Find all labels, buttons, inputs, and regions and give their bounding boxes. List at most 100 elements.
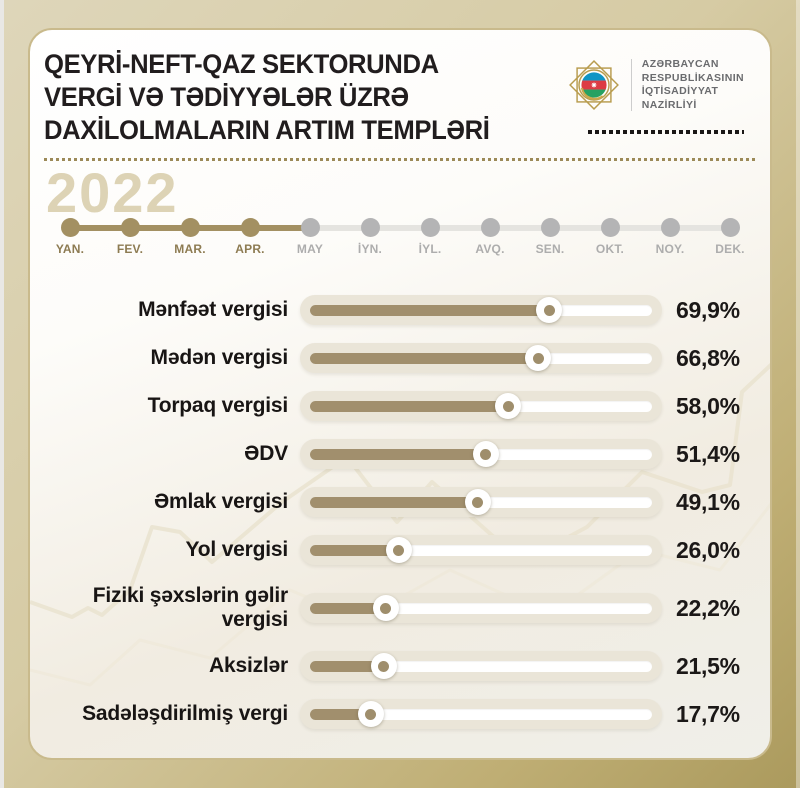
tax-slider-knob (525, 345, 552, 371)
month-label: FEV. (116, 242, 144, 256)
month-dot (300, 218, 320, 237)
month-dot (420, 218, 440, 237)
tax-slider-knob (370, 653, 397, 679)
tax-slider-rail (310, 297, 652, 323)
tax-slider-knob (372, 595, 399, 621)
timeline-month: DEK. (710, 218, 750, 256)
tax-value: 58,0% (676, 392, 740, 419)
ministry-line-4: NAZİRLİYİ (641, 98, 697, 111)
month-label: İYL. (418, 242, 442, 256)
ministry-emblem-icon (568, 60, 619, 110)
tax-slider-fill (310, 400, 509, 412)
tax-bar-list: Mənfəət vergisi 69,9% Mədən vergisi 66,8… (44, 286, 756, 738)
month-label: OKT. (595, 242, 625, 256)
header: QEYRİ-NEFT-QAZ SEKTORUNDA VERGİ VƏ TƏDİY… (44, 46, 756, 147)
tax-slider-fill (310, 304, 550, 316)
month-dot (600, 218, 620, 237)
ministry-name: AZƏRBAYCAN RESPUBLİKASININ İQTİSADİYYAT … (642, 58, 744, 112)
tax-value: 49,1% (676, 488, 740, 515)
tax-slider-rail (310, 345, 652, 371)
timeline-month: SEN. (530, 218, 570, 256)
timeline-month: İYL. (410, 218, 450, 256)
month-dot (480, 218, 500, 237)
tax-slider-knob (385, 537, 412, 563)
tax-slider (300, 343, 662, 373)
tax-row: ƏDV 51,4% (44, 430, 756, 478)
tax-slider-fill (310, 708, 371, 720)
tax-value: 17,7% (676, 700, 740, 727)
month-dot (660, 218, 680, 237)
month-dot (540, 218, 560, 237)
tax-row: Yol vergisi 26,0% (44, 526, 756, 574)
tax-slider-rail (310, 441, 652, 467)
tax-value: 66,8% (676, 344, 740, 371)
infographic-card: QEYRİ-NEFT-QAZ SEKTORUNDA VERGİ VƏ TƏDİY… (28, 28, 772, 760)
title-line-2: VERGİ VƏ TƏDİYYƏLƏR ÜZRƏ (44, 82, 409, 112)
month-dot (360, 218, 380, 237)
timeline-month: FEV. (110, 218, 150, 256)
month-label: MAY (296, 242, 324, 256)
tax-value: 21,5% (676, 652, 740, 679)
title-line-1: QEYRİ-NEFT-QAZ SEKTORUNDA (44, 49, 439, 79)
tax-label: ƏDV (244, 442, 288, 466)
page-title: QEYRİ-NEFT-QAZ SEKTORUNDA VERGİ VƏ TƏDİY… (44, 46, 513, 147)
tax-slider-rail (310, 489, 652, 515)
tax-label: Fiziki şəxslərin gəlir vergisi (92, 584, 288, 631)
tax-slider-knob (495, 393, 522, 419)
tax-slider (300, 391, 662, 421)
timeline-month: AVQ. (470, 218, 510, 256)
tax-label: Aksizlər (209, 654, 288, 678)
year-label: 2022 (46, 161, 179, 224)
tax-label: Mənfəət vergisi (138, 298, 288, 322)
timeline-month: İYN. (350, 218, 390, 256)
frame-edge-right (796, 0, 800, 788)
ministry-line-1: AZƏRBAYCAN (641, 58, 719, 70)
timeline-month: MAR. (170, 218, 210, 256)
tax-slider-knob (464, 489, 491, 515)
tax-slider (300, 651, 662, 681)
tax-row: Mədən vergisi 66,8% (44, 334, 756, 382)
month-dot (240, 218, 260, 237)
month-label: AVQ. (475, 242, 505, 256)
ministry-logo: AZƏRBAYCAN RESPUBLİKASININ İQTİSADİYYAT … (565, 46, 756, 134)
tax-slider-rail (310, 701, 652, 727)
tax-slider-rail (310, 537, 652, 563)
tax-slider (300, 699, 662, 729)
tax-row: Əmlak vergisi 49,1% (44, 478, 756, 526)
timeline-month: NOY. (650, 218, 690, 256)
title-line-3: DAXİLOLMALARIN ARTIM TEMPLƏRİ (44, 115, 490, 145)
timeline-month: APR. (230, 218, 270, 256)
tax-label: Mədən vergisi (150, 346, 289, 370)
tax-slider-rail (310, 595, 652, 621)
month-dot (60, 218, 80, 237)
tax-value: 69,9% (676, 296, 740, 323)
month-dot (180, 218, 200, 237)
tax-slider (300, 593, 662, 623)
month-label: MAR. (174, 242, 206, 256)
month-label: APR. (235, 242, 265, 256)
dotted-divider-black (588, 130, 744, 134)
tax-label: Sadələşdirilmiş vergi (82, 702, 288, 726)
timeline-month: OKT. (590, 218, 630, 256)
timeline-month: YAN. (50, 218, 90, 256)
month-timeline: YAN. FEV. MAR. APR. MAY İYN. İYL. AVQ. S… (44, 218, 756, 256)
tax-label: Yol vergisi (185, 538, 289, 562)
timeline-month: MAY (290, 218, 330, 256)
frame-edge-left (0, 0, 4, 788)
month-label: YAN. (55, 242, 85, 256)
tax-label: Torpaq vergisi (147, 394, 289, 418)
tax-slider-knob (472, 441, 499, 467)
timeline-track (70, 225, 730, 231)
dotted-divider-gold (44, 158, 756, 161)
tax-row: Fiziki şəxslərin gəlir vergisi 22,2% (44, 576, 756, 640)
tax-slider-fill (310, 448, 486, 460)
tax-value: 26,0% (676, 536, 740, 563)
month-dot (120, 218, 140, 237)
tax-row: Sadələşdirilmiş vergi 17,7% (44, 690, 756, 738)
tax-slider-knob (357, 701, 384, 727)
month-dot (720, 218, 740, 237)
tax-slider-fill (310, 496, 478, 508)
tax-slider-fill (310, 352, 539, 364)
tax-row: Torpaq vergisi 58,0% (44, 382, 756, 430)
tax-row: Mənfəət vergisi 69,9% (44, 286, 756, 334)
